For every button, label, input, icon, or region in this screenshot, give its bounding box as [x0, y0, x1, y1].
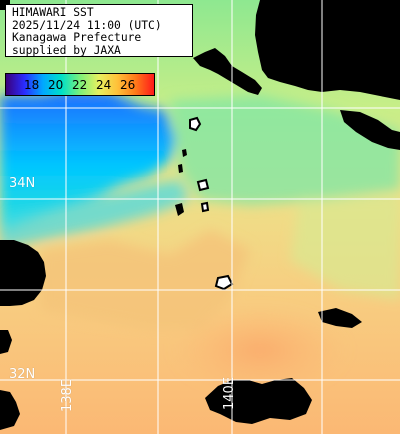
- island-hachijojima: [214, 274, 234, 291]
- land-izu-peninsula: [193, 48, 262, 95]
- colorbar-tick-24: 24: [96, 77, 112, 92]
- land-boso: [255, 0, 400, 100]
- colorbar-tick-18: 18: [24, 77, 40, 92]
- lat-label-32n: 32N: [9, 367, 36, 382]
- lon-label-140e: 140E: [222, 376, 237, 410]
- cool-water-band: [0, 180, 190, 248]
- info-box: HIMAWARI SST 2025/11/24 11:00 (UTC) Kana…: [5, 4, 193, 57]
- colorbar-gradient: [6, 74, 154, 95]
- island-niijima: [178, 164, 183, 173]
- island-toshima: [182, 149, 187, 157]
- lon-label-138e: 138E: [60, 378, 75, 412]
- land-west-small: [0, 330, 12, 354]
- land-west-bottom: [0, 390, 20, 430]
- hot-core: [170, 305, 350, 395]
- island-mikurajima: [200, 201, 210, 213]
- cold-water-north: [0, 90, 175, 230]
- colorbar-ticks: 18 20 22 24 26: [6, 74, 154, 95]
- warm-tongue: [40, 230, 250, 330]
- mild-east-lower: [290, 195, 400, 300]
- info-region: Kanagawa Prefecture: [12, 31, 142, 44]
- lat-label-34n: 34N: [9, 176, 36, 191]
- info-title: HIMAWARI SST: [12, 6, 94, 19]
- land-south-east: [318, 308, 362, 328]
- info-source: supplied by JAXA: [12, 43, 121, 57]
- colorbar-tick-20: 20: [48, 77, 64, 92]
- sst-colorbar: 18 20 22 24 26: [5, 73, 155, 96]
- island-kozushima: [196, 178, 210, 192]
- mild-band-east: [170, 95, 400, 205]
- info-datetime: 2025/11/24 11:00 (UTC): [12, 18, 162, 32]
- island-oshima: [189, 116, 202, 132]
- land-east-coast: [340, 110, 400, 150]
- island-miyakejima: [175, 203, 184, 216]
- colorbar-tick-26: 26: [120, 77, 136, 92]
- colorbar-tick-22: 22: [72, 77, 88, 92]
